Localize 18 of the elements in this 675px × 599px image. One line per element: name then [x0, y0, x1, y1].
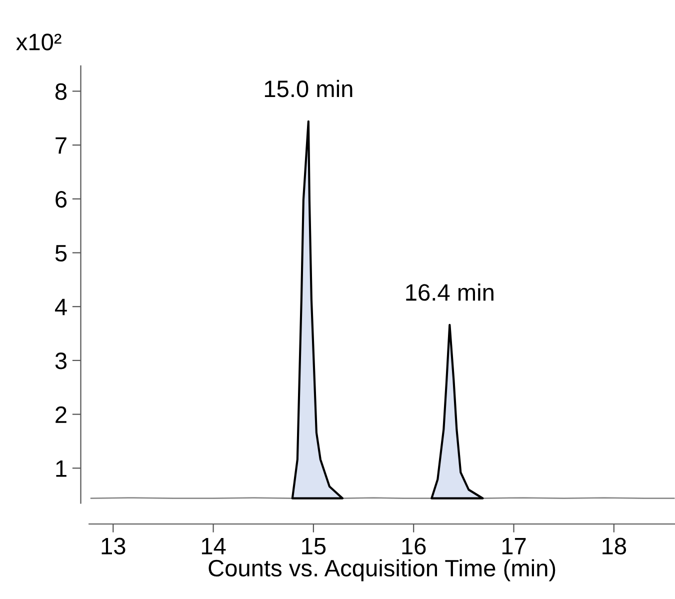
y-tick-label: 2	[56, 406, 66, 423]
x-tick-label: 18	[602, 538, 626, 555]
x-tick-label: 15	[302, 538, 326, 555]
x-tick-label: 13	[102, 538, 126, 555]
annotation: 16.4 min	[406, 283, 494, 301]
y-axis-title: x10²	[16, 34, 62, 50]
y-tick-label: 5	[55, 245, 67, 262]
x-tick-label: 17	[502, 538, 526, 554]
y-tick-label: 7	[56, 137, 66, 154]
y-tick-label: 1	[56, 460, 66, 477]
x-tick-label: 14	[202, 538, 226, 554]
x-axis-title: Counts vs. Acquisition Time (min)	[208, 559, 556, 582]
annotation: 15.0 min	[264, 80, 352, 98]
y-tick-label: 3	[55, 352, 67, 370]
y-tick-label: 6	[56, 190, 67, 208]
y-tick-label: 4	[54, 298, 67, 316]
y-tick-label: 8	[55, 83, 67, 100]
x-tick-label: 16	[402, 538, 426, 555]
